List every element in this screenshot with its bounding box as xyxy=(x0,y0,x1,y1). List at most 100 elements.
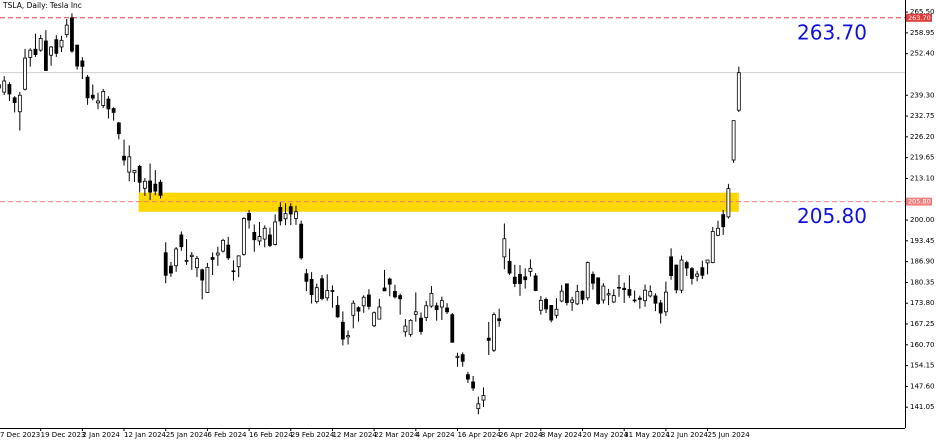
x-tick-label: 25 Jan 2024 xyxy=(166,431,209,439)
candle-body xyxy=(413,311,418,315)
candle-body xyxy=(179,234,184,248)
candle-body xyxy=(398,295,403,300)
y-tick-label: 252.40 xyxy=(910,50,935,58)
candle-body xyxy=(492,314,496,351)
plot-area xyxy=(0,13,905,415)
x-tick-label: 7 Dec 2023 xyxy=(0,431,40,439)
candle-body xyxy=(476,403,481,410)
candle-body xyxy=(299,223,304,259)
candle-body xyxy=(382,287,387,292)
candle-body xyxy=(387,278,392,285)
candle-body xyxy=(643,289,647,302)
candle-body xyxy=(28,49,33,58)
candle-body xyxy=(215,252,220,256)
candle-body xyxy=(695,273,700,277)
candle-body xyxy=(351,302,356,316)
candle-body xyxy=(106,98,111,110)
candle-body xyxy=(111,108,116,113)
candle-body xyxy=(419,317,423,332)
candle-body xyxy=(617,286,621,289)
candle-body xyxy=(64,24,69,36)
candle-body xyxy=(85,76,90,99)
candle-body xyxy=(549,305,554,321)
candle-body xyxy=(439,300,444,308)
candle-body xyxy=(377,306,382,320)
candle-body xyxy=(403,325,408,333)
candle-body xyxy=(528,267,533,272)
candle-body xyxy=(330,290,335,292)
candle-body xyxy=(101,91,106,106)
candle-body xyxy=(424,305,429,318)
candle-body xyxy=(367,294,371,307)
candle-body xyxy=(0,84,1,89)
y-tick-label: 167.25 xyxy=(910,320,935,328)
candle-body xyxy=(637,297,642,300)
x-tick-label: 6 Feb 2024 xyxy=(207,431,247,439)
candle-body xyxy=(210,257,215,260)
candle-body xyxy=(43,40,48,71)
candle-body xyxy=(49,46,53,56)
candle-body xyxy=(736,72,741,111)
y-tick-label: 265.50 xyxy=(910,8,935,16)
level-label-box xyxy=(906,13,932,22)
candle-body xyxy=(184,259,189,262)
candle-body xyxy=(674,264,679,291)
candle-body xyxy=(591,273,595,284)
candle-body xyxy=(455,355,460,358)
candle-body xyxy=(632,299,637,302)
chart-title: TSLA, Daily: Tesla Inc xyxy=(2,1,82,10)
candle-body xyxy=(658,302,663,314)
candle-body xyxy=(7,84,12,95)
candle-body xyxy=(54,39,59,54)
candle-body xyxy=(533,275,538,291)
candle-body xyxy=(726,188,731,218)
candle-body xyxy=(575,291,580,305)
candle-body xyxy=(294,211,298,219)
candle-body xyxy=(559,290,564,302)
candle-body xyxy=(195,258,199,269)
candle-body xyxy=(585,262,590,299)
candle-body xyxy=(96,100,100,104)
candle-body xyxy=(523,276,528,281)
x-tick-label: 12 Mar 2024 xyxy=(332,431,377,439)
candle-body xyxy=(2,80,7,93)
x-tick-label: 12 Jun 2024 xyxy=(666,431,709,439)
candle-body xyxy=(356,307,361,312)
candle-body xyxy=(205,266,210,293)
candle-body xyxy=(335,305,340,318)
candle-body xyxy=(278,206,283,222)
y-tick-label: 160.70 xyxy=(910,341,935,349)
candle-body xyxy=(372,312,377,327)
y-tick-label: 186.90 xyxy=(910,258,935,266)
candle-body xyxy=(189,254,194,257)
candle-body xyxy=(127,156,132,173)
y-tick-label: 173.80 xyxy=(910,299,935,307)
candle-body xyxy=(679,259,684,291)
candle-body xyxy=(325,290,330,299)
y-tick-label: 232.75 xyxy=(910,112,935,120)
candle-body xyxy=(361,296,366,307)
candle-body xyxy=(257,236,262,242)
candle-body xyxy=(174,248,179,267)
candle-body xyxy=(731,120,736,161)
y-tick-label: 154.15 xyxy=(910,362,935,370)
candle-body xyxy=(59,39,64,48)
x-tick-label: 16 Apr 2024 xyxy=(457,431,501,439)
candle-body xyxy=(710,231,715,263)
y-tick-label: 193.45 xyxy=(910,237,935,245)
x-tick-label: 20 May 2024 xyxy=(583,431,629,439)
candle-body xyxy=(690,268,694,279)
candle-body xyxy=(236,255,241,268)
candle-body xyxy=(320,278,324,299)
y-tick-label: 213.10 xyxy=(910,174,935,182)
candle-body xyxy=(429,292,434,307)
candle-body xyxy=(252,232,257,241)
candle-body xyxy=(445,307,449,313)
candle-body xyxy=(486,337,491,341)
candle-body xyxy=(544,299,548,310)
candle-body xyxy=(716,227,720,236)
candle-body xyxy=(90,94,95,99)
candle-body xyxy=(663,291,668,313)
candle-body xyxy=(247,212,251,221)
